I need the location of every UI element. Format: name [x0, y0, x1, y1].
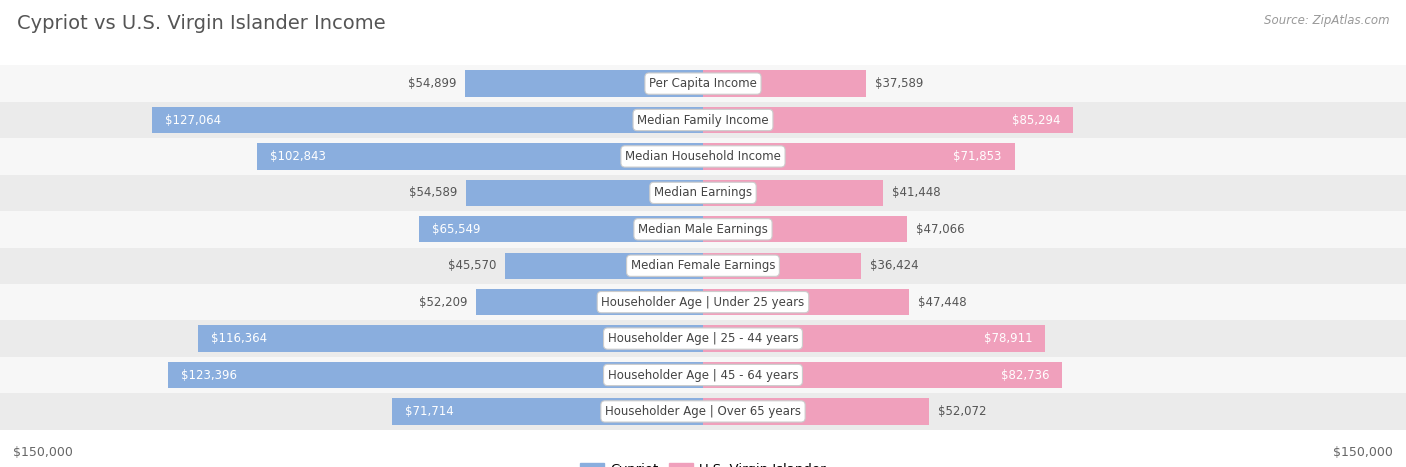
- Text: $47,066: $47,066: [915, 223, 965, 236]
- Bar: [703, 253, 860, 279]
- Text: $54,589: $54,589: [409, 186, 457, 199]
- Bar: [0, 284, 1406, 320]
- Text: Median Earnings: Median Earnings: [654, 186, 752, 199]
- Bar: [0, 357, 1406, 393]
- Text: Median Male Earnings: Median Male Earnings: [638, 223, 768, 236]
- Text: $36,424: $36,424: [870, 259, 918, 272]
- Text: Median Family Income: Median Family Income: [637, 113, 769, 127]
- Text: $45,570: $45,570: [449, 259, 496, 272]
- Text: Householder Age | 45 - 64 years: Householder Age | 45 - 64 years: [607, 368, 799, 382]
- Bar: [477, 289, 703, 315]
- Text: $85,294: $85,294: [1011, 113, 1060, 127]
- Bar: [465, 71, 703, 97]
- Bar: [419, 216, 703, 242]
- Bar: [257, 143, 703, 170]
- Bar: [0, 320, 1406, 357]
- Text: $82,736: $82,736: [1001, 368, 1049, 382]
- Text: $150,000: $150,000: [13, 446, 73, 459]
- Text: $127,064: $127,064: [165, 113, 221, 127]
- Text: $47,448: $47,448: [918, 296, 966, 309]
- Text: $71,714: $71,714: [405, 405, 454, 418]
- Text: $102,843: $102,843: [270, 150, 326, 163]
- Bar: [703, 325, 1046, 352]
- Text: $123,396: $123,396: [180, 368, 236, 382]
- Text: $52,209: $52,209: [419, 296, 468, 309]
- Text: $41,448: $41,448: [891, 186, 941, 199]
- Bar: [703, 180, 883, 206]
- Text: Householder Age | Under 25 years: Householder Age | Under 25 years: [602, 296, 804, 309]
- Bar: [0, 248, 1406, 284]
- Bar: [392, 398, 703, 425]
- Bar: [703, 398, 929, 425]
- Text: Median Female Earnings: Median Female Earnings: [631, 259, 775, 272]
- Bar: [0, 102, 1406, 138]
- Text: Source: ZipAtlas.com: Source: ZipAtlas.com: [1264, 14, 1389, 27]
- Text: $150,000: $150,000: [1333, 446, 1393, 459]
- Text: Per Capita Income: Per Capita Income: [650, 77, 756, 90]
- Bar: [703, 107, 1073, 133]
- Text: $37,589: $37,589: [875, 77, 924, 90]
- Bar: [703, 143, 1015, 170]
- Bar: [0, 65, 1406, 102]
- Bar: [703, 289, 908, 315]
- Text: $78,911: $78,911: [984, 332, 1032, 345]
- Legend: Cypriot, U.S. Virgin Islander: Cypriot, U.S. Virgin Islander: [575, 457, 831, 467]
- Bar: [0, 393, 1406, 430]
- Bar: [505, 253, 703, 279]
- Text: $52,072: $52,072: [938, 405, 986, 418]
- Text: Cypriot vs U.S. Virgin Islander Income: Cypriot vs U.S. Virgin Islander Income: [17, 14, 385, 33]
- Bar: [0, 138, 1406, 175]
- Bar: [198, 325, 703, 352]
- Text: Householder Age | 25 - 44 years: Householder Age | 25 - 44 years: [607, 332, 799, 345]
- Bar: [0, 175, 1406, 211]
- Text: $71,853: $71,853: [953, 150, 1002, 163]
- Bar: [167, 362, 703, 388]
- Bar: [152, 107, 703, 133]
- Bar: [0, 211, 1406, 248]
- Text: Median Household Income: Median Household Income: [626, 150, 780, 163]
- Text: $65,549: $65,549: [432, 223, 479, 236]
- Text: $116,364: $116,364: [211, 332, 267, 345]
- Bar: [467, 180, 703, 206]
- Bar: [703, 216, 907, 242]
- Bar: [703, 71, 866, 97]
- Text: $54,899: $54,899: [408, 77, 456, 90]
- Bar: [703, 362, 1062, 388]
- Text: Householder Age | Over 65 years: Householder Age | Over 65 years: [605, 405, 801, 418]
